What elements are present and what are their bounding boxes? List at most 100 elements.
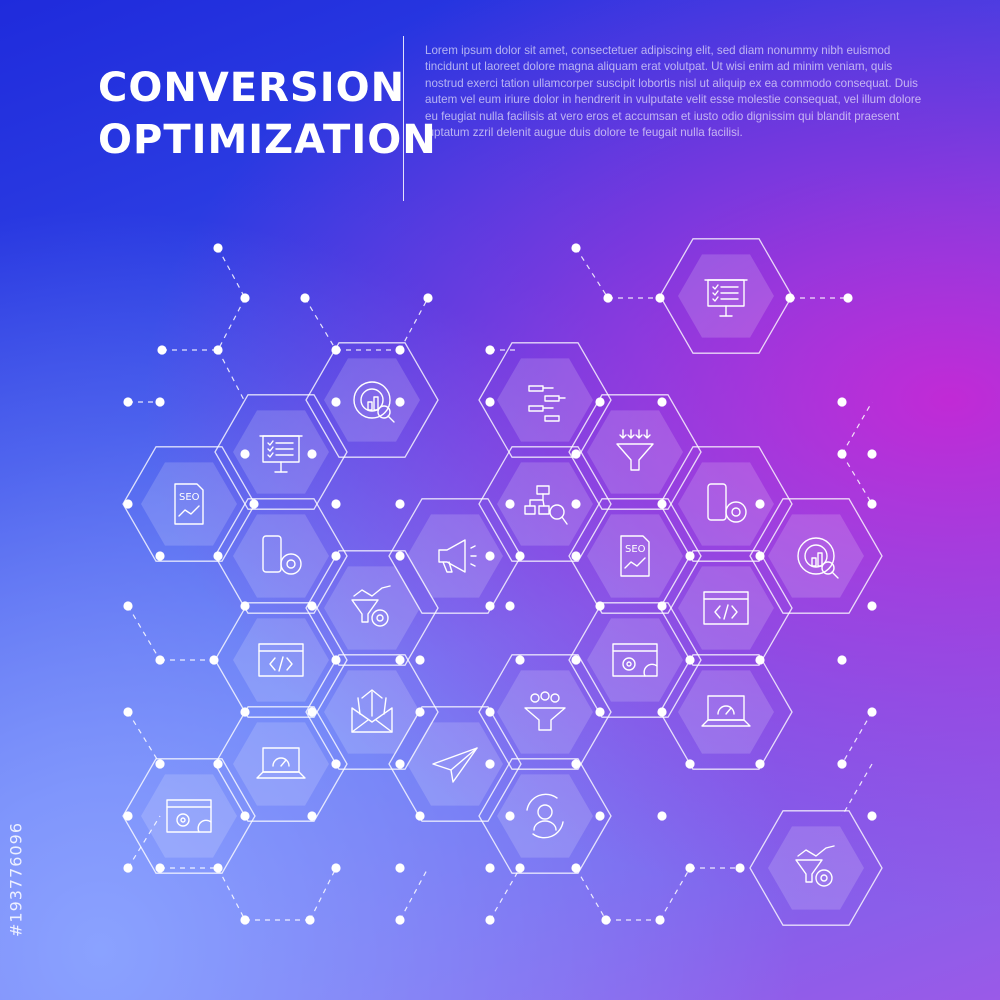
title-line-1: CONVERSION [98,65,406,111]
hex-outline [305,342,439,458]
connector-dot [485,551,495,561]
hex-fill [233,722,329,806]
connector-dot [423,293,433,303]
connector-dot [331,551,341,561]
connector-dot [331,397,341,407]
connector-dot [595,811,605,821]
connector-dot [123,397,133,407]
megaphone-icon [438,539,477,573]
connector-dot [755,759,765,769]
connector-dot [395,915,405,925]
hexagon-grid: SEO SEO [122,238,883,926]
hex-fill [497,462,593,546]
connector-dot [155,759,165,769]
user-refresh-icon [526,793,564,839]
hex-cell: SEO [122,446,256,562]
connector-dot [209,655,219,665]
code-window-icon [258,643,304,677]
connector-dot [213,243,223,253]
hex-fill [768,514,864,598]
connector-line [217,867,246,921]
connector-line [841,763,873,817]
presentation-checklist-icon [704,279,748,317]
hex-fill [678,566,774,650]
data-analysis-icon [797,537,839,579]
connector-dot [685,655,695,665]
connector-dot [155,397,165,407]
connector-dot [240,915,250,925]
connector-dot [837,759,847,769]
hex-fill [233,410,329,494]
connector-dot [595,601,605,611]
hex-cell [568,394,702,510]
connector-dot [415,655,425,665]
hex-cell [478,342,612,458]
connector-dot [571,449,581,459]
hex-outline [388,498,522,614]
connector-line [841,453,873,505]
connector-dot [505,811,515,821]
hex-outline [305,550,439,666]
hex-fill [407,722,503,806]
connector-dots [123,243,877,925]
connector-dot [843,293,853,303]
connector-dot [395,551,405,561]
laptop-speed-icon [701,695,751,727]
paper-plane-icon [432,747,478,783]
connector-dot [837,449,847,459]
hierarchy-search-icon [524,485,568,525]
connector-dot [655,915,665,925]
hex-outline [568,602,702,718]
connector-dot [657,499,667,509]
connector-dot [657,601,667,611]
connector-dot [837,655,847,665]
connector-dot [155,863,165,873]
audience-funnel-icon [524,691,566,731]
connector-line [217,349,246,403]
connector-line [575,247,609,299]
connector-dot [123,707,133,717]
hex-fill [497,670,593,754]
connector-dot [657,397,667,407]
connector-dot [123,863,133,873]
hex-cell [388,498,522,614]
connector-dot [123,811,133,821]
mobile-settings-icon [262,535,302,575]
connector-lines [127,247,873,921]
hex-outline [478,446,612,562]
connector-dot [515,551,525,561]
connector-dot [485,601,495,611]
web-settings-icon [612,643,658,677]
seo-document-icon: SEO [620,535,650,577]
connector-dot [571,551,581,561]
connector-dot [867,601,877,611]
hex-fill [587,618,683,702]
hex-outline [478,654,612,770]
hex-cell [659,238,793,354]
hex-cell [305,654,439,770]
hex-outline [214,394,348,510]
connector-dot [867,499,877,509]
hex-cell [659,550,793,666]
funnel-icon [616,429,654,471]
connector-dot [485,397,495,407]
connector-dot [123,499,133,509]
connector-dot [571,863,581,873]
connector-line [127,711,161,765]
connector-dot [395,345,405,355]
connector-dot [307,707,317,717]
connector-dot [685,551,695,561]
connector-dot [213,759,223,769]
connector-dot [123,601,133,611]
svg-text:SEO: SEO [625,544,646,555]
hex-fill [141,462,237,546]
connector-dot [837,397,847,407]
hex-outline [305,654,439,770]
connector-dot [595,397,605,407]
connector-dot [249,499,259,509]
connector-dot [571,759,581,769]
laptop-speed-icon [256,747,306,779]
flowchart-icon [528,385,566,422]
connector-dot [300,293,310,303]
connector-line [304,297,337,351]
